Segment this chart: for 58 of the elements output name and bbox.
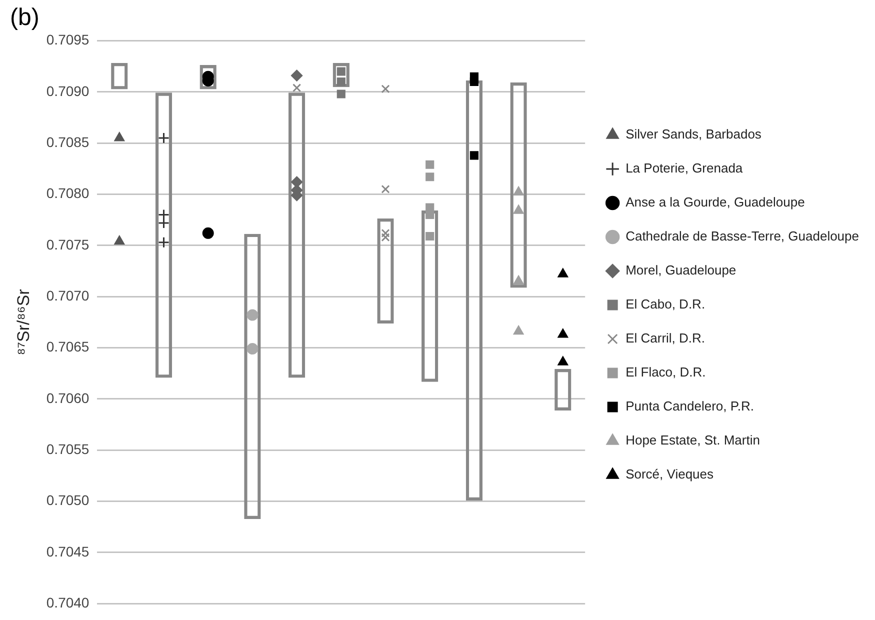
point [158, 236, 170, 248]
point [336, 77, 346, 86]
point [291, 70, 303, 82]
y-tick-label: 0.7040 [46, 594, 90, 610]
y-axis-title: ⁸⁷Sr/⁸⁶Sr [14, 288, 33, 356]
y-tick-label: 0.7050 [46, 492, 90, 508]
legend-label: Sorcé, Vieques [626, 466, 714, 482]
bar [422, 210, 438, 382]
y-tick-label: 0.7045 [46, 543, 90, 560]
legend-label: El Flaco, D.R. [626, 364, 706, 380]
point [114, 236, 124, 245]
point [114, 132, 124, 142]
point [381, 84, 390, 94]
legend-label: Punta Candelero, P.R. [626, 398, 754, 414]
point [470, 72, 478, 81]
legend-label: Cathedrale de Basse-Terre, Guadeloupe [626, 228, 860, 244]
point [426, 232, 434, 241]
legend-label: Anse a la Gourde, Guadeloupe [626, 194, 805, 210]
bar [155, 92, 172, 378]
point [292, 84, 302, 92]
legend-label: La Poterie, Grenada [626, 160, 744, 176]
y-tick-label: 0.7070 [46, 287, 90, 304]
point [246, 343, 258, 355]
y-tick-label: 0.7065 [46, 338, 90, 355]
y-tick-label: 0.7080 [46, 185, 90, 202]
legend-label: El Carril, D.R. [626, 330, 706, 346]
y-tick-label: 0.7095 [46, 32, 90, 48]
point [336, 90, 346, 98]
point [513, 276, 524, 285]
legend-label: El Cabo, D.R. [626, 296, 706, 312]
point [558, 328, 568, 338]
legend-label: Morel, Guadeloupe [626, 262, 736, 278]
point [158, 132, 170, 144]
point [381, 184, 390, 194]
bar [377, 218, 394, 324]
point [426, 160, 434, 169]
point [426, 172, 434, 182]
point [558, 356, 568, 366]
chart-title: (b) [10, 4, 40, 32]
point [558, 268, 568, 278]
y-tick-label: 0.7060 [46, 390, 90, 406]
bar [466, 80, 483, 501]
y-tick-label: 0.7090 [46, 82, 90, 99]
point [513, 204, 524, 214]
point [246, 309, 258, 321]
y-tick-label: 0.7085 [46, 134, 90, 150]
y-tick-label: 0.7055 [46, 440, 90, 457]
point [381, 232, 390, 242]
y-tick-label: 0.7075 [46, 236, 90, 252]
legend-label: Hope Estate, St. Martin [626, 432, 760, 448]
bar [244, 234, 261, 519]
point [513, 326, 524, 335]
point [513, 186, 524, 196]
point [470, 151, 478, 160]
point [291, 176, 303, 188]
bar [510, 82, 527, 288]
legend-label: Silver Sands, Barbados [626, 126, 762, 142]
point [202, 227, 214, 239]
